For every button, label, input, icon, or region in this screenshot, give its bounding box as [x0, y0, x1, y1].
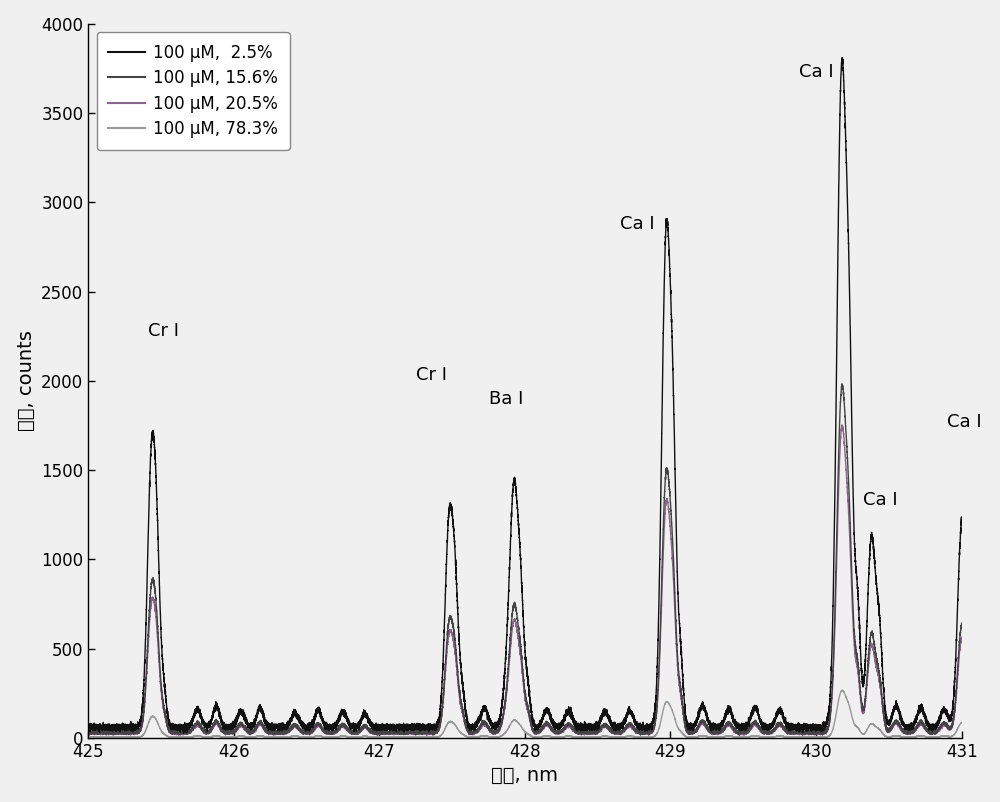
100 μM, 15.6% — [82, 729, 94, 739]
Legend: 100 μM,  2.5%, 100 μM, 15.6%, 100 μM, 20.5%, 100 μM, 78.3%: 100 μM, 2.5%, 100 μM, 15.6%, 100 μM, 20.… — [97, 32, 290, 150]
100 μM, 15.6% — [956, 632, 968, 642]
100 μM, 15.6% — [640, 728, 652, 738]
100 μM,  2.5% — [760, 733, 772, 743]
100 μM, 15.6% — [944, 724, 956, 734]
100 μM,  2.5% — [841, 695, 853, 705]
Y-axis label: 信号, counts: 信号, counts — [17, 330, 36, 431]
100 μM, 15.6% — [173, 731, 185, 740]
100 μM, 15.6% — [841, 483, 853, 492]
100 μM, 20.5% — [866, 629, 878, 638]
Line: 100 μM, 78.3%: 100 μM, 78.3% — [88, 58, 962, 733]
100 μM, 15.6% — [866, 640, 878, 650]
100 μM, 20.5% — [944, 723, 956, 732]
Text: Ba I: Ba I — [489, 390, 523, 407]
Text: Ca I: Ca I — [620, 215, 654, 233]
100 μM,  2.5% — [640, 732, 652, 742]
X-axis label: 波长, nm: 波长, nm — [491, 767, 558, 785]
100 μM, 20.5% — [733, 731, 745, 740]
100 μM, 20.5% — [836, 379, 848, 389]
Line: 100 μM, 20.5%: 100 μM, 20.5% — [88, 384, 962, 735]
100 μM,  2.5% — [866, 719, 878, 729]
100 μM,  2.5% — [954, 720, 966, 730]
Text: Ca I: Ca I — [947, 413, 982, 431]
100 μM, 15.6% — [836, 420, 848, 430]
100 μM, 20.5% — [640, 727, 652, 736]
100 μM, 15.6% — [954, 646, 966, 655]
100 μM, 78.3% — [954, 544, 966, 553]
Line: 100 μM,  2.5%: 100 μM, 2.5% — [88, 691, 962, 738]
100 μM,  2.5% — [82, 732, 94, 742]
Text: Ca I: Ca I — [863, 492, 897, 509]
100 μM, 78.3% — [956, 516, 968, 525]
Line: 100 μM, 15.6%: 100 μM, 15.6% — [88, 425, 962, 735]
Text: Ca I: Ca I — [799, 63, 833, 81]
100 μM, 20.5% — [956, 618, 968, 628]
100 μM, 78.3% — [640, 723, 652, 733]
100 μM, 20.5% — [475, 720, 487, 730]
100 μM, 20.5% — [954, 634, 966, 644]
100 μM, 20.5% — [841, 450, 853, 460]
100 μM,  2.5% — [475, 731, 487, 741]
100 μM, 78.3% — [866, 529, 878, 538]
Text: Cr I: Cr I — [416, 367, 447, 384]
100 μM, 15.6% — [475, 722, 487, 731]
100 μM, 20.5% — [82, 727, 94, 736]
100 μM,  2.5% — [944, 731, 956, 741]
100 μM, 78.3% — [82, 724, 94, 734]
100 μM,  2.5% — [956, 718, 968, 727]
100 μM,  2.5% — [836, 686, 848, 695]
100 μM, 78.3% — [178, 728, 190, 738]
100 μM, 78.3% — [944, 712, 956, 722]
Text: Cr I: Cr I — [148, 322, 179, 340]
100 μM, 78.3% — [836, 53, 848, 63]
100 μM, 78.3% — [475, 711, 487, 720]
100 μM, 78.3% — [841, 190, 853, 200]
